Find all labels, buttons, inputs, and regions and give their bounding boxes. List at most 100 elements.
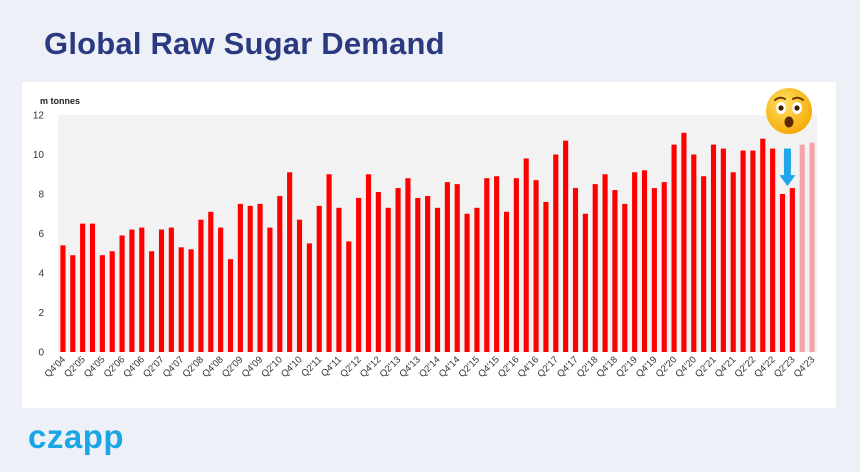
bar-Q4'04 (60, 245, 66, 352)
bar-Q2'12 (356, 197, 362, 352)
x-tick-label: Q2'16 (496, 354, 522, 380)
x-tick-label: Q2'06 (102, 354, 128, 380)
y-tick-label: 6 (38, 229, 44, 240)
bar-Q4'19 (651, 188, 657, 352)
bar-Q4'18 (612, 190, 618, 352)
x-tick-label: Q2'18 (575, 354, 601, 380)
bar-Q1'16 (503, 211, 510, 352)
bar-Q2'10 (277, 195, 283, 352)
x-tick-label: Q2'22 (733, 354, 759, 380)
x-tick-label: Q4'16 (516, 354, 542, 380)
x-tick-label: Q4'08 (200, 354, 226, 380)
bar-Q3'20 (681, 132, 687, 352)
bar-Q3'08 (208, 211, 214, 352)
bar-Q2'16 (513, 178, 519, 352)
x-tick-label: Q4'21 (713, 354, 739, 380)
bar-Q2'17 (553, 154, 559, 352)
x-tick-label: Q4'18 (595, 354, 621, 380)
bar-Q1'08 (188, 249, 194, 352)
bar-Q4'13 (415, 197, 421, 352)
x-tick-label: Q4'22 (752, 354, 778, 380)
bar-Q3'07 (168, 227, 174, 352)
bar-Q4'16 (533, 180, 539, 352)
bar-Q1'23 (779, 194, 786, 352)
bar-Q1'17 (543, 201, 549, 352)
x-tick-label: Q2'14 (417, 354, 443, 380)
x-tick-label: Q4'23 (792, 354, 818, 380)
bar-Q4'05 (99, 255, 105, 352)
y-tick-label: 4 (38, 269, 44, 280)
bar-Q2'07 (158, 229, 165, 352)
bar-Q3'21 (720, 148, 726, 352)
bar-Q2'14 (434, 207, 441, 352)
x-tick-label: Q4'12 (358, 354, 384, 380)
bar-Q2'11 (316, 205, 322, 352)
bar-Q2'19 (632, 172, 638, 352)
page-title: Global Raw Sugar Demand (44, 26, 445, 61)
x-tick-label: Q2'17 (535, 354, 561, 380)
brand-logo: czapp (28, 418, 125, 455)
bar-Q2'08 (198, 219, 204, 352)
bar-Q4'06 (139, 227, 145, 352)
x-tick-label: Q2'23 (772, 354, 798, 380)
x-tick-label: Q4'20 (673, 354, 699, 380)
bar-Q1'09 (227, 259, 234, 352)
bar-Q2'05 (80, 223, 86, 352)
bar-Q1'11 (306, 243, 312, 352)
bar-Q4'12 (375, 192, 381, 352)
bar-Q1'19 (622, 203, 628, 352)
y-tick-label: 12 (33, 111, 45, 122)
x-tick-label: Q4'11 (319, 354, 344, 379)
bar-Q4'17 (572, 188, 579, 352)
x-tick-label: Q4'10 (279, 354, 305, 380)
x-tick-label: Q4'09 (240, 354, 266, 380)
x-tick-label: Q2'11 (299, 354, 324, 379)
x-tick-label: Q4'05 (82, 354, 108, 380)
bar-Q1'22 (740, 150, 746, 352)
bar-Q3'06 (129, 229, 135, 352)
x-tick-label: Q2'13 (378, 354, 404, 380)
bar-Q2'22 (750, 150, 756, 352)
x-tick-label: Q2'10 (259, 354, 285, 380)
bar-Q3'10 (287, 172, 293, 352)
x-tick-label: Q4'14 (437, 354, 463, 380)
x-tick-label: Q4'07 (161, 354, 187, 380)
bar-Q3'17 (563, 140, 569, 352)
bar-Q3'23 (799, 144, 805, 352)
x-tick-label: Q2'08 (181, 354, 207, 380)
bar-Q1'15 (464, 213, 470, 352)
bar-Q1'20 (661, 182, 667, 352)
x-tick-label: Q4'17 (555, 354, 581, 380)
bar-Q4'15 (494, 176, 500, 352)
bar-Q3'05 (89, 223, 96, 352)
bar-Q3'16 (523, 158, 529, 352)
y-tick-label: 8 (38, 190, 44, 201)
y-tick-label: 0 (38, 348, 44, 359)
bar-Q2'13 (395, 188, 401, 352)
x-tick-label: Q4'04 (43, 354, 69, 380)
bar-Q2'18 (592, 184, 598, 352)
chart-card: m tonnes 0 2 4 6 8 10 12 Q4'04 Q2'05 Q4'05 Q2'06 Q4'… (22, 82, 836, 408)
bar-Q4'10 (296, 219, 303, 352)
x-tick-label: Q4'15 (476, 354, 502, 380)
bar-Q1'13 (385, 207, 391, 352)
x-tick-label: Q4'06 (121, 354, 147, 380)
x-tick-label: Q2'12 (338, 354, 364, 380)
astonished-face-icon (766, 88, 812, 134)
bar-Q2'06 (119, 235, 125, 352)
x-tick-label: Q2'20 (654, 354, 680, 380)
bar-Q4'11 (336, 207, 342, 352)
bar-Q3'11 (326, 174, 332, 352)
x-tick-label: Q2'05 (62, 354, 88, 380)
bar-Q1'06 (109, 251, 115, 352)
bar-Q1'18 (582, 213, 588, 352)
bar-Q1'10 (267, 227, 273, 352)
bar-Q2'21 (710, 144, 717, 352)
bar-Q3'12 (365, 174, 372, 352)
y-tick-label: 10 (33, 150, 45, 161)
bar-Q2'20 (671, 144, 677, 352)
bar-Q4'09 (257, 203, 263, 352)
demand-bar-chart: m tonnes024681012Q4'04Q2'05Q4'05Q2'06Q4'… (33, 96, 818, 380)
bar-Q2'15 (474, 207, 480, 352)
x-tick-label: Q2'19 (614, 354, 640, 380)
